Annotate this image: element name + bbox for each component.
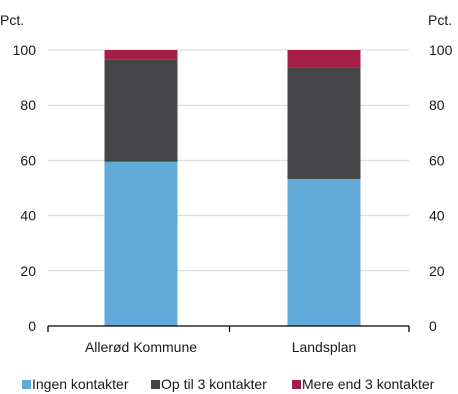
legend: Ingen kontakter Op til 3 kontakter Mere en… [22,376,435,392]
y-tick-labels: 0 0 20 20 40 40 60 60 80 80 100 100 [13,42,453,334]
bar-segment [287,179,361,326]
y-tick-label-left: 20 [20,263,36,279]
category-labels: Allerød Kommune Landsplan [85,339,356,355]
category-label: Allerød Kommune [85,339,197,355]
y-tick-label-right: 20 [429,263,445,279]
y-tick-label-right: 60 [429,152,445,168]
axes [47,325,410,332]
bar-segment [104,59,178,162]
y-axis-unit-left: Pct. [0,12,24,28]
y-tick-label-left: 40 [20,208,36,224]
legend-swatch [22,380,31,389]
y-tick-label-left: 100 [13,42,37,58]
bar-segment [287,50,361,68]
y-tick-label-left: 0 [28,318,36,334]
y-tick-label-left: 60 [20,152,36,168]
bar-segment [104,161,178,326]
bars [104,50,361,326]
bar-segment [104,50,178,60]
bar-segment [287,67,361,180]
legend-swatch [292,380,301,389]
y-tick-label-right: 40 [429,208,445,224]
category-label: Landsplan [292,339,357,355]
y-tick-label-left: 80 [20,97,36,113]
y-tick-label-right: 100 [429,42,453,58]
legend-swatch [151,380,160,389]
legend-label: Ingen kontakter [32,376,129,392]
y-tick-label-right: 0 [429,318,437,334]
legend-label: Op til 3 kontakter [161,376,267,392]
y-axis-unit-right: Pct. [428,12,452,28]
y-tick-label-right: 80 [429,97,445,113]
legend-label: Mere end 3 kontakter [302,376,435,392]
